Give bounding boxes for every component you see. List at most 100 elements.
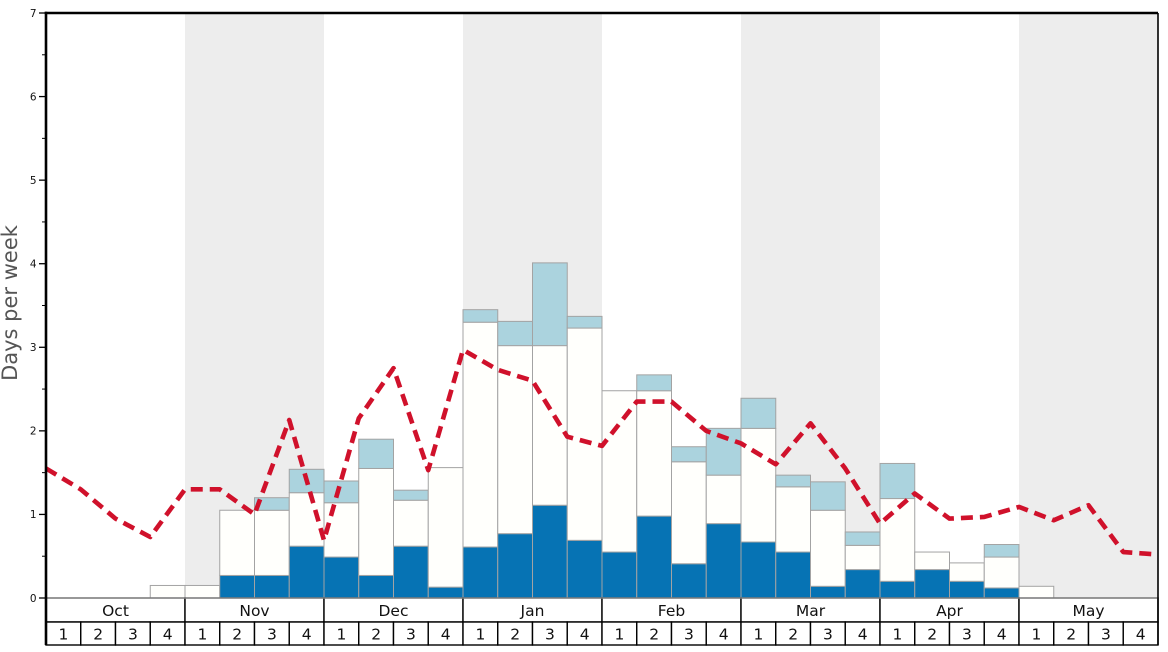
month-label-feb: Feb — [658, 602, 685, 620]
y-tick-label-3: 3 — [30, 342, 37, 354]
y-tick-label-6: 6 — [30, 91, 37, 103]
week-label-mar-4: 4 — [858, 626, 868, 644]
bar-segment-dark-blue-mar1 — [740, 541, 777, 599]
bar-segment-dark-blue-mar2 — [775, 551, 811, 599]
bar-segment-light-blue-mar4 — [844, 531, 881, 546]
bar-segment-dark-blue-jan4 — [566, 539, 603, 599]
week-label-may-2: 2 — [1066, 626, 1076, 644]
bar-segment-light-blue-jan3 — [532, 262, 568, 347]
bar-segment-white-apr2 — [914, 551, 950, 571]
bar-segment-white-feb3 — [671, 461, 707, 565]
month-cell-feb — [601, 597, 742, 623]
bar-segment-white-jan4 — [566, 327, 603, 541]
week-label-jan-1: 1 — [475, 626, 485, 644]
week-label-mar-1: 1 — [753, 626, 763, 644]
month-cell-dec — [323, 597, 464, 623]
week-label-feb-3: 3 — [684, 626, 694, 644]
bar-segment-dark-blue-mar3 — [810, 585, 846, 599]
bar-segment-dark-blue-feb2 — [636, 515, 672, 599]
week-label-jan-4: 4 — [580, 626, 590, 644]
bar-segment-light-blue-apr1 — [879, 462, 916, 500]
bar-segment-white-apr1 — [879, 498, 916, 582]
bar-segment-white-apr4 — [983, 556, 1020, 589]
week-label-dec-4: 4 — [441, 626, 451, 644]
bar-segment-light-blue-dec2 — [358, 438, 394, 469]
bar-segment-dark-blue-jan1 — [462, 546, 499, 599]
red-dashed-line — [44, 347, 1159, 557]
bar-segment-white-dec4 — [427, 467, 464, 588]
bar-segment-white-jan1 — [462, 321, 499, 548]
month-label-mar: Mar — [796, 602, 826, 620]
month-cell-jan — [462, 597, 603, 623]
bar-segment-light-blue-jan4 — [566, 315, 603, 329]
week-label-nov-3: 3 — [267, 626, 277, 644]
month-label-apr: Apr — [936, 602, 963, 620]
bar-segment-dark-blue-feb1 — [601, 551, 638, 599]
bar-segment-light-blue-jan1 — [462, 309, 499, 323]
bar-segment-dark-blue-apr1 — [879, 580, 916, 599]
week-label-oct-3: 3 — [128, 626, 138, 644]
bar-segment-white-mar2 — [775, 486, 811, 553]
week-label-oct-2: 2 — [93, 626, 103, 644]
y-tick-label-0: 0 — [30, 593, 37, 605]
month-label-oct: Oct — [102, 602, 129, 620]
bar-segment-light-blue-mar2 — [775, 474, 811, 488]
week-label-nov-4: 4 — [302, 626, 312, 644]
bar-segment-light-blue-dec3 — [393, 489, 429, 501]
month-band-may — [1019, 13, 1158, 598]
bar-segment-dark-blue-dec3 — [393, 545, 429, 599]
week-label-jan-2: 2 — [510, 626, 520, 644]
week-label-feb-2: 2 — [649, 626, 659, 644]
week-label-apr-1: 1 — [892, 626, 902, 644]
bar-segment-light-blue-mar3 — [810, 481, 846, 511]
week-label-oct-4: 4 — [163, 626, 173, 644]
y-tick-label-5: 5 — [30, 175, 37, 187]
month-label-jan: Jan — [520, 602, 545, 620]
bar-segment-dark-blue-mar4 — [844, 569, 881, 599]
week-label-feb-4: 4 — [719, 626, 729, 644]
bar-segment-light-blue-feb2 — [636, 374, 672, 392]
week-label-dec-1: 1 — [336, 626, 346, 644]
month-label-may: May — [1072, 602, 1104, 620]
bar-segment-light-blue-feb3 — [671, 446, 707, 463]
bar-segment-dark-blue-dec2 — [358, 574, 394, 599]
red-line-layer — [44, 347, 1159, 557]
week-label-may-4: 4 — [1136, 626, 1146, 644]
bar-segment-light-blue-apr4 — [983, 544, 1020, 558]
week-label-may-1: 1 — [1031, 626, 1041, 644]
bar-segment-white-dec3 — [393, 499, 429, 547]
week-label-nov-2: 2 — [232, 626, 242, 644]
y-ticks-layer: 0 1 2 3 4 5 6 7 — [30, 8, 46, 605]
week-label-dec-2: 2 — [371, 626, 381, 644]
week-label-mar-3: 3 — [823, 626, 833, 644]
bar-segment-dark-blue-dec1 — [323, 556, 360, 599]
y-tick-label-1: 1 — [30, 509, 37, 521]
bar-segment-white-feb4 — [705, 474, 742, 525]
y-tick-label-7: 7 — [30, 8, 37, 20]
week-label-dec-3: 3 — [406, 626, 416, 644]
bar-segment-white-may1 — [1018, 585, 1055, 599]
bar-segment-white-mar4 — [844, 544, 881, 571]
bar-segment-dark-blue-nov3 — [254, 574, 290, 599]
bar-segment-light-blue-mar1 — [740, 397, 777, 429]
bar-segment-white-nov2 — [219, 509, 255, 576]
bar-segment-dark-blue-feb3 — [671, 563, 707, 599]
axes-layer — [44, 11, 1159, 645]
bar-segment-dark-blue-apr2 — [914, 569, 950, 599]
bar-segment-white-jan3 — [532, 345, 568, 506]
bar-segment-light-blue-dec1 — [323, 480, 360, 504]
week-label-apr-4: 4 — [997, 626, 1007, 644]
week-label-mar-2: 2 — [788, 626, 798, 644]
stacked-bars-layer — [149, 262, 1055, 599]
week-label-oct-1: 1 — [58, 626, 68, 644]
bar-segment-white-feb1 — [601, 390, 638, 553]
month-label-dec: Dec — [379, 602, 409, 620]
week-label-may-3: 3 — [1101, 626, 1111, 644]
bar-segment-dark-blue-jan2 — [497, 533, 533, 599]
week-label-apr-2: 2 — [927, 626, 937, 644]
bar-segment-dark-blue-nov4 — [288, 545, 325, 599]
y-tick-label-2: 2 — [30, 426, 37, 438]
month-cell-may — [1018, 597, 1159, 623]
